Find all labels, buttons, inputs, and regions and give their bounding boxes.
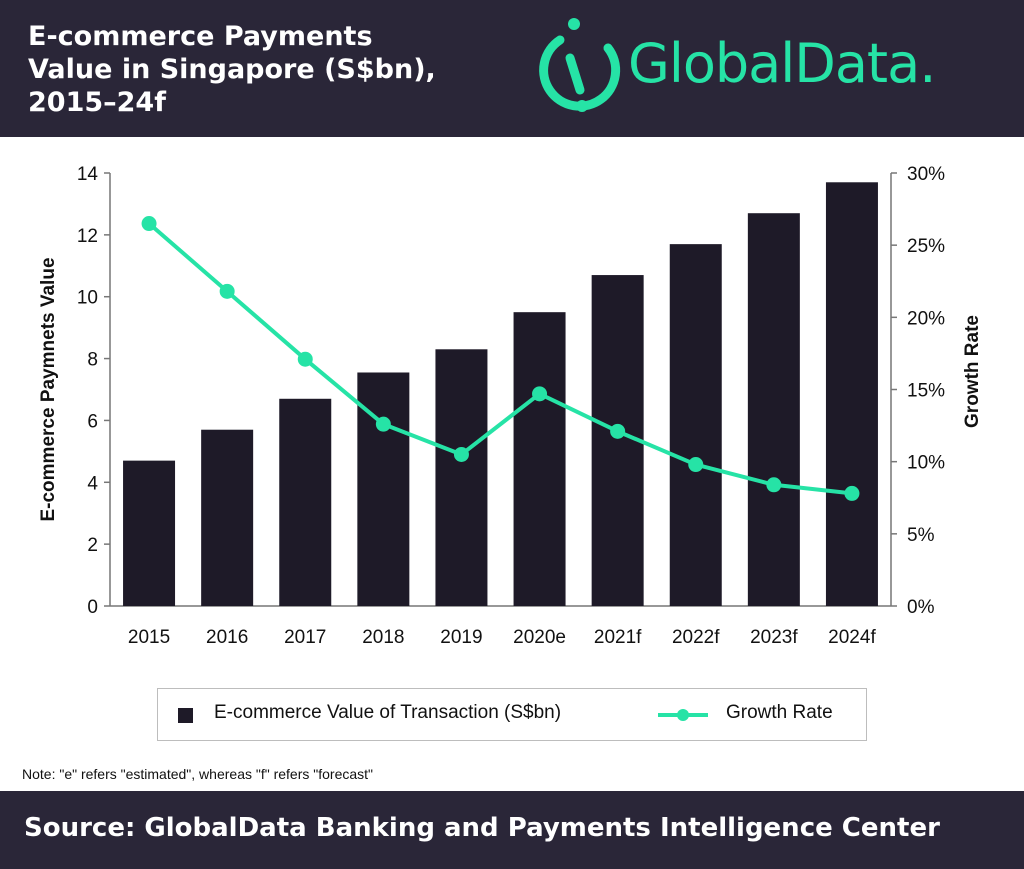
y-tick-label-left: 0 [87, 597, 98, 618]
chart-note: Note: "e" refers "estimated", whereas "f… [22, 766, 373, 782]
x-tick-label: 2015 [128, 627, 170, 648]
bar [201, 429, 254, 606]
y-tick-label-left: 4 [87, 473, 98, 494]
footer-banner: Source: GlobalData Banking and Payments … [0, 791, 1024, 869]
y-tick-label-right: 15% [907, 381, 945, 402]
growth-rate-point [844, 485, 860, 501]
growth-rate-point [688, 457, 704, 473]
chart-svg: 0 2 4 6 8 10 12 14 0% 5% 10% 15% 20% 25% 30% 2015 2016 20… [38, 164, 983, 648]
logo-wordmark: GlobalData. [628, 32, 936, 95]
x-tick-label: 2017 [284, 627, 326, 648]
growth-rate-point [610, 423, 626, 439]
y-tick-label-right: 20% [907, 308, 945, 329]
growth-rate-point [766, 477, 782, 493]
x-tick-label: 2019 [440, 627, 482, 648]
y-tick-label-right: 25% [907, 236, 945, 257]
bar [513, 312, 566, 606]
y-tick-label-left: 6 [87, 411, 98, 432]
y-tick-label-left: 12 [77, 226, 98, 247]
x-tick-label: 2020e [513, 627, 566, 648]
y-tick-label-left: 8 [87, 350, 98, 371]
legend-bar-swatch [178, 708, 193, 723]
growth-rate-point [219, 283, 235, 299]
bar [279, 398, 332, 606]
source-text: Source: GlobalData Banking and Payments … [24, 813, 940, 843]
legend-bar-label: E-commerce Value of Transaction (S$bn) [214, 702, 562, 723]
growth-rate-point [453, 446, 469, 462]
header-banner: E-commerce Payments Value in Singapore (… [0, 0, 1024, 137]
x-tick-label: 2021f [594, 627, 642, 648]
growth-rate-point [141, 216, 157, 232]
y-tick-label-left: 10 [77, 288, 98, 309]
y-tick-label-left: 2 [87, 535, 98, 556]
y-axis-title-right: Growth Rate [962, 315, 983, 428]
y-tick-label-right: 0% [907, 597, 935, 618]
chart-title: E-commerce Payments Value in Singapore (… [28, 21, 436, 118]
legend-line-swatch [658, 709, 708, 721]
bar [435, 349, 488, 606]
globaldata-logo-icon [539, 18, 621, 112]
growth-rate-point [532, 386, 548, 402]
x-tick-label: 2018 [362, 627, 404, 648]
chart-legend: E-commerce Value of Transaction (S$bn) G… [157, 688, 867, 741]
combo-chart: 0 2 4 6 8 10 12 14 0% 5% 10% 15% 20% 25% 30% 2015 2016 20… [0, 137, 1024, 657]
x-tick-label: 2023f [750, 627, 798, 648]
y-tick-label-right: 5% [907, 525, 935, 546]
y-axis-title-left: E-commerce Paymnets Value [38, 257, 59, 521]
bar [747, 213, 800, 606]
bar [669, 244, 722, 606]
x-tick-label: 2024f [828, 627, 876, 648]
x-tick-label: 2022f [672, 627, 720, 648]
globaldata-logo: GlobalData. [530, 18, 1010, 120]
growth-rate-line [147, 222, 853, 496]
y-tick-label-left: 14 [77, 164, 99, 185]
growth-rate-point [297, 351, 313, 367]
bar [123, 460, 176, 606]
legend-line-label: Growth Rate [726, 702, 833, 723]
y-tick-label-right: 30% [907, 164, 945, 185]
x-tick-label: 2016 [206, 627, 248, 648]
y-tick-label-right: 10% [907, 453, 945, 474]
bar [825, 182, 878, 606]
growth-rate-point [375, 416, 391, 432]
